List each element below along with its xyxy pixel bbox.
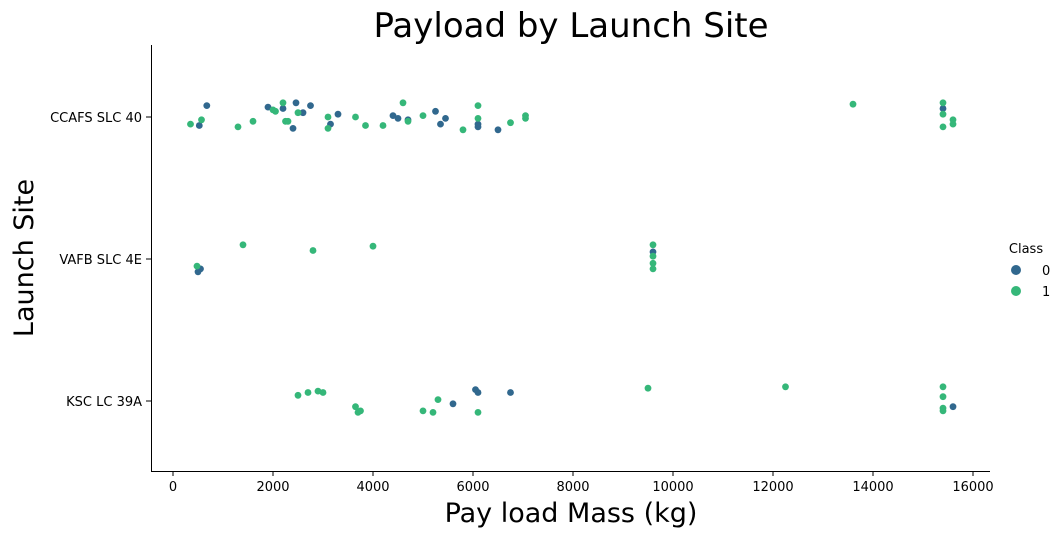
y-tick-label: KSC LC 39A (66, 395, 142, 410)
data-point-class-0 (394, 115, 402, 122)
x-axis-label: Pay load Mass (kg) (445, 498, 698, 529)
data-point-class-0 (289, 124, 297, 132)
data-point-class-1 (234, 123, 242, 131)
data-point-class-1 (419, 407, 427, 415)
data-point-class-1 (474, 409, 482, 416)
data-point-class-1 (319, 389, 327, 396)
data-point-class-1 (649, 265, 657, 273)
data-point-class-0 (203, 102, 211, 109)
data-point-class-1 (849, 100, 857, 108)
data-point-class-1 (294, 391, 302, 399)
data-point-class-1 (198, 116, 205, 124)
data-point-class-1 (507, 119, 514, 127)
data-point-class-1 (324, 113, 332, 121)
data-point-class-1 (294, 109, 302, 117)
x-tick-label: 0 (169, 480, 177, 495)
legend-marker-0 (1011, 265, 1021, 275)
data-point-class-1 (249, 117, 257, 125)
x-tick-label: 6000 (456, 480, 489, 495)
data-point-class-0 (195, 122, 203, 129)
data-point-class-1 (239, 241, 247, 249)
data-point-class-1 (649, 259, 657, 267)
data-point-class-1 (949, 120, 957, 128)
data-point-class-1 (429, 409, 437, 416)
data-point-class-1 (939, 99, 947, 107)
data-point-class-1 (379, 122, 387, 129)
data-point-class-0 (474, 389, 482, 396)
y-tick-label: CCAFS SLC 40 (50, 111, 142, 126)
data-point-class-1 (352, 113, 359, 121)
x-tick-label: 14000 (852, 480, 893, 495)
data-point-class-1 (649, 252, 657, 260)
data-point-class-1 (187, 120, 194, 128)
data-point-class-1 (362, 122, 369, 129)
data-point-class-0 (939, 105, 947, 112)
data-point-class-1 (474, 115, 482, 122)
legend-title: Class (1009, 242, 1043, 257)
chart-title: Payload by Launch Site (373, 6, 768, 46)
data-point-class-1 (939, 407, 947, 415)
x-tick-label: 4000 (356, 480, 389, 495)
data-point-class-0 (442, 115, 449, 122)
y-ticks: CCAFS SLC 40 VAFB SLC 4E KSC LC 39A (50, 111, 151, 410)
data-point-class-1 (522, 115, 529, 122)
data-point-class-0 (292, 99, 300, 107)
data-point-class-1 (352, 403, 359, 411)
legend-label: 1 (1042, 285, 1050, 300)
legend-marker-1 (1011, 286, 1021, 296)
data-point-class-1 (939, 393, 947, 401)
data-point-class-0 (334, 110, 342, 118)
data-point-class-1 (284, 117, 292, 125)
x-ticks: 0 2000 4000 6000 8000 10000 12000 14000 16000 (169, 471, 994, 495)
y-axis-label: Launch Site (9, 179, 40, 337)
x-tick-label: 12000 (752, 480, 793, 495)
data-point-class-1 (939, 123, 947, 131)
data-point-class-1 (279, 99, 287, 107)
data-point-class-1 (939, 383, 947, 391)
data-point-class-1 (782, 383, 789, 391)
data-point-class-0 (432, 107, 439, 115)
data-point-class-1 (939, 110, 947, 118)
data-point-class-0 (449, 400, 457, 408)
x-tick-label: 2000 (256, 480, 289, 495)
x-tick-label: 16000 (952, 480, 993, 495)
data-point-class-1 (459, 126, 467, 134)
data-point-class-0 (507, 389, 514, 396)
data-point-class-1 (644, 384, 652, 392)
data-point-class-0 (437, 120, 444, 128)
data-point-class-0 (474, 123, 482, 131)
data-point-class-1 (404, 117, 412, 125)
data-point-class-0 (299, 109, 307, 117)
data-point-class-1 (304, 389, 312, 396)
data-point-class-0 (279, 105, 287, 112)
x-tick-label: 10000 (652, 480, 693, 495)
y-tick-label: VAFB SLC 4E (59, 253, 142, 268)
data-point-class-1 (419, 112, 427, 119)
x-tick-label: 8000 (556, 480, 589, 495)
data-point-class-1 (324, 124, 332, 132)
data-point-class-1 (369, 242, 377, 250)
legend-entries: 01 (1011, 264, 1050, 300)
data-point-class-1 (357, 407, 364, 415)
data-point-class-0 (949, 403, 957, 411)
legend: Class 01 (1009, 242, 1050, 300)
data-point-class-1 (193, 262, 201, 270)
data-point-class-1 (272, 107, 279, 115)
data-points (187, 99, 957, 416)
data-point-class-1 (309, 247, 317, 254)
legend-label: 0 (1042, 264, 1050, 279)
data-point-class-1 (434, 396, 442, 403)
data-point-class-0 (307, 102, 314, 109)
data-point-class-0 (494, 126, 502, 134)
data-point-class-1 (474, 102, 482, 109)
data-point-class-0 (264, 103, 272, 111)
data-point-class-1 (649, 241, 657, 249)
data-point-class-0 (389, 112, 397, 119)
data-point-class-1 (399, 99, 407, 107)
